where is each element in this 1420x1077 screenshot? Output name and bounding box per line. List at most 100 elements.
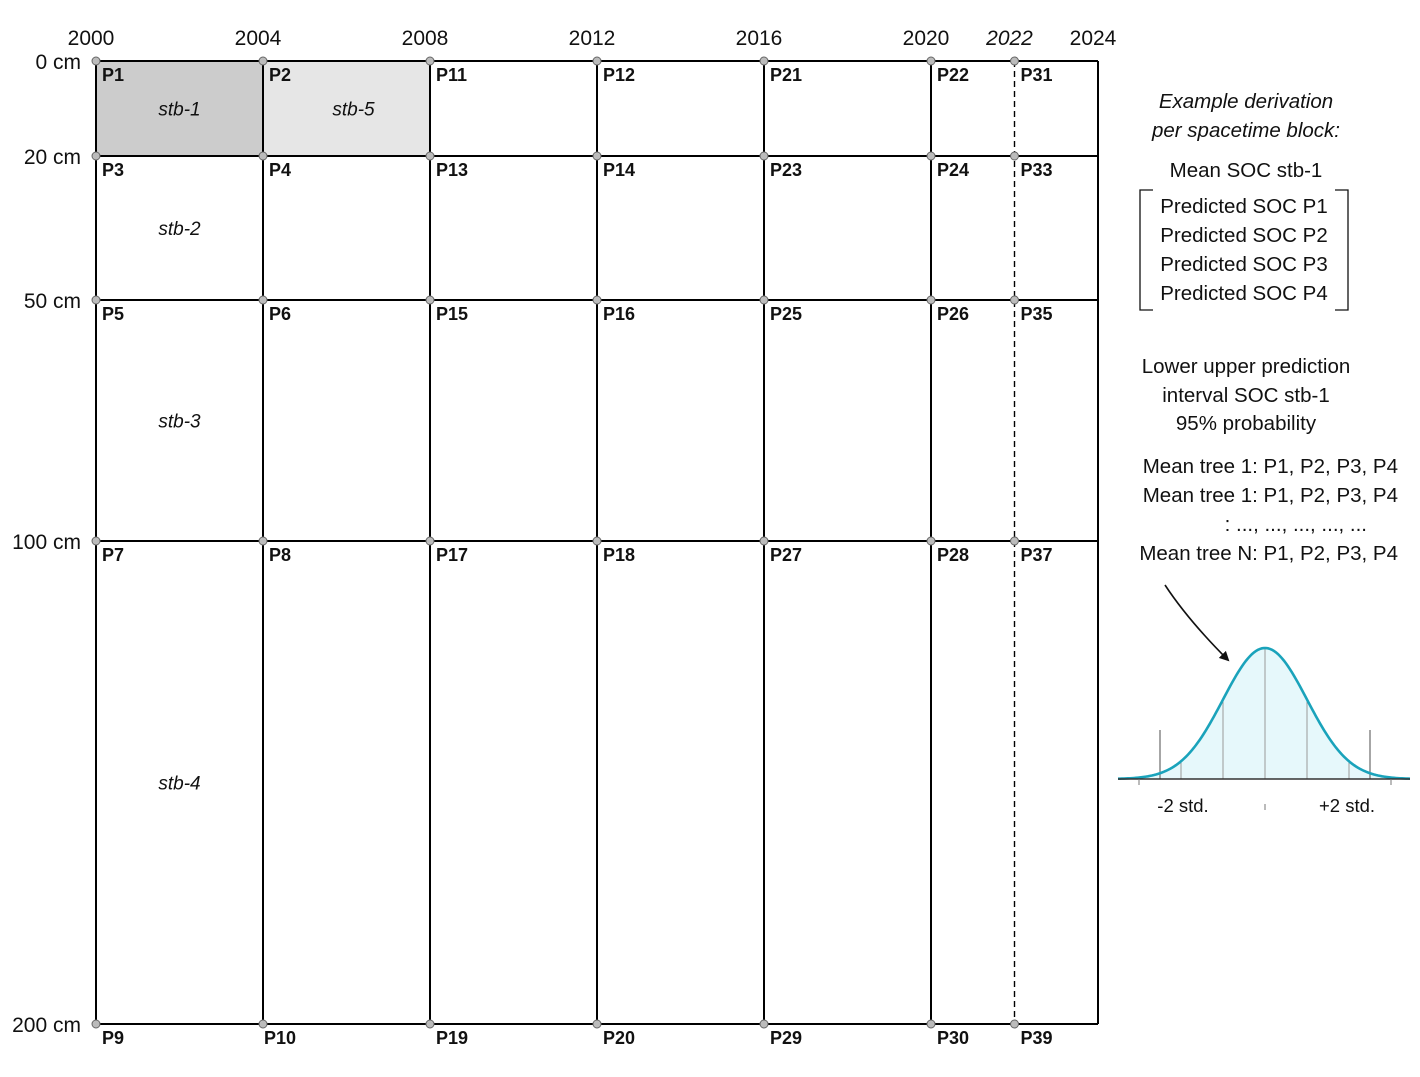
point-label: P2	[269, 65, 291, 85]
predicted-soc-item: Predicted SOC P1	[1160, 195, 1328, 218]
grid-node-marker	[258, 1019, 268, 1029]
point-label: P9	[102, 1028, 124, 1048]
point-label: P10	[264, 1028, 296, 1048]
plus-2-std-label: +2 std.	[1319, 795, 1375, 816]
grid-node-marker	[258, 536, 268, 546]
grid-node-marker	[1010, 295, 1019, 305]
point-label: P12	[603, 65, 635, 85]
point-label: P11	[436, 65, 467, 85]
normal-distribution-curve	[1117, 646, 1411, 810]
point-label: P33	[1021, 160, 1053, 180]
grid-node-marker	[91, 295, 101, 305]
grid-node-marker	[926, 1019, 936, 1029]
grid-node-marker	[592, 536, 602, 546]
block-fill-stb-1	[96, 61, 263, 156]
grid-node-marker	[1010, 536, 1019, 546]
point-label: P17	[436, 545, 468, 565]
depth-label: 20 cm	[24, 146, 81, 169]
derivation-heading-line1: Example derivation	[1159, 90, 1333, 113]
depth-label: 0 cm	[35, 51, 81, 74]
point-label: P25	[770, 304, 802, 324]
year-label: 2020	[903, 27, 950, 50]
axis-labels: 2000 2004 2008 2012 2016 2020 2022 2024 0 cm 20 c…	[12, 27, 1117, 1037]
point-label: P13	[436, 160, 468, 180]
point-label: P21	[770, 65, 802, 85]
grid-node-marker	[1010, 1019, 1019, 1029]
year-label: 2024	[1070, 27, 1117, 50]
grid-node-marker	[258, 56, 268, 66]
tree-mean-line: Mean tree N: P1, P2, P3, P4	[1139, 542, 1398, 565]
point-label: P26	[937, 304, 969, 324]
point-label: P5	[102, 304, 124, 324]
point-label: P37	[1021, 545, 1053, 565]
point-label: P30	[937, 1028, 969, 1048]
grid-node-marker	[926, 151, 936, 161]
point-label: P16	[603, 304, 635, 324]
minus-2-std-label: -2 std.	[1157, 795, 1208, 816]
point-label: P19	[436, 1028, 468, 1048]
grid-node-marker	[91, 1019, 101, 1029]
point-label: P27	[770, 545, 802, 565]
grid-node-marker	[759, 1019, 769, 1029]
block-fills	[96, 61, 430, 156]
grid-node-marker	[425, 1019, 435, 1029]
grid-node-marker	[592, 295, 602, 305]
point-label: P20	[603, 1028, 635, 1048]
year-label: 2022	[985, 27, 1033, 50]
predicted-soc-item: Predicted SOC P3	[1160, 253, 1328, 276]
grid-node-marker	[592, 56, 602, 66]
grid-node-marker	[425, 151, 435, 161]
grid-node-marker	[91, 151, 101, 161]
interval-title-line1: Lower upper prediction	[1142, 355, 1351, 378]
grid-node-marker	[258, 151, 268, 161]
block-label: stb-4	[158, 774, 200, 795]
tree-mean-line: Mean tree 1: P1, P2, P3, P4	[1143, 484, 1398, 507]
block-label: stb-3	[158, 412, 201, 433]
point-label: P23	[770, 160, 802, 180]
left-bracket	[1139, 189, 1153, 311]
point-label: P1	[102, 65, 124, 85]
interval-title-line2: interval SOC stb-1	[1162, 384, 1329, 407]
point-label: P7	[102, 545, 124, 565]
grid-node-marker	[759, 151, 769, 161]
right-bracket	[1335, 189, 1349, 311]
grid-node-markers	[91, 56, 1019, 1029]
grid-node-marker	[425, 536, 435, 546]
point-label: P15	[436, 304, 468, 324]
grid-node-marker	[425, 295, 435, 305]
grid-node-marker	[926, 295, 936, 305]
year-label: 2016	[736, 27, 783, 50]
grid-node-marker	[91, 536, 101, 546]
block-label: stb-1	[158, 100, 200, 121]
depth-label: 200 cm	[12, 1014, 81, 1037]
year-label: 2004	[235, 27, 282, 50]
point-label: P4	[269, 160, 291, 180]
predicted-soc-item: Predicted SOC P2	[1160, 224, 1328, 247]
distribution-curve	[1117, 646, 1411, 781]
block-labels: stb-1 stb-5 stb-2 stb-3 stb-4	[158, 100, 375, 795]
point-label: P6	[269, 304, 291, 324]
depth-label: 100 cm	[12, 531, 81, 554]
mean-soc-title: Mean SOC stb-1	[1170, 159, 1323, 182]
point-label: P18	[603, 545, 635, 565]
point-label: P22	[937, 65, 969, 85]
derivation-heading-line2: per spacetime block:	[1151, 119, 1340, 142]
point-label: P3	[102, 160, 124, 180]
grid-node-marker	[926, 536, 936, 546]
block-fill-stb-5	[263, 61, 430, 156]
year-label: 2008	[402, 27, 449, 50]
point-label: P28	[937, 545, 969, 565]
tree-ellipsis-line: : ..., ..., ..., ..., ...	[1225, 513, 1367, 536]
point-label: P8	[269, 545, 291, 565]
grid-node-marker	[592, 1019, 602, 1029]
grid-node-marker	[926, 56, 936, 66]
point-label: P39	[1021, 1028, 1053, 1048]
block-label: stb-5	[332, 100, 375, 121]
point-label: P24	[937, 160, 969, 180]
distribution-fill	[1118, 648, 1410, 779]
point-label: P35	[1021, 304, 1053, 324]
tree-mean-line: Mean tree 1: P1, P2, P3, P4	[1143, 455, 1398, 478]
grid-node-marker	[91, 56, 101, 66]
depth-label: 50 cm	[24, 290, 81, 313]
